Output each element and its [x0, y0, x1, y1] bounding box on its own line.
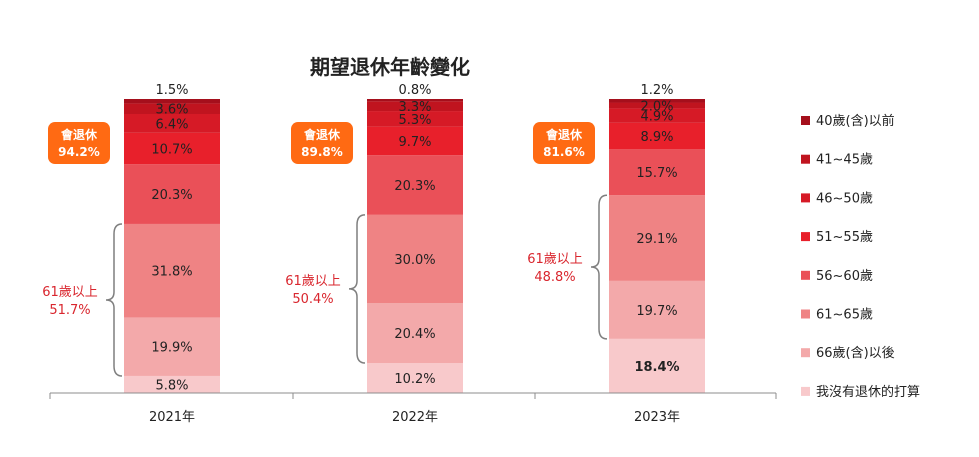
legend-entry: 我沒有退休的打算 — [816, 384, 920, 400]
data-label: 3.6% — [155, 103, 188, 118]
data-label: 20.3% — [394, 179, 435, 194]
data-label: 19.9% — [151, 341, 192, 356]
data-label: 0.8% — [398, 83, 431, 98]
group-bracket-value: 48.8% — [534, 270, 575, 285]
retire-callout-value: 89.8% — [301, 145, 343, 159]
retire-callout-box — [533, 122, 595, 164]
bar-segment — [367, 214, 463, 304]
bar-segment — [124, 103, 220, 114]
data-label: 1.5% — [155, 83, 188, 98]
bar-segment — [367, 99, 463, 102]
bar-segment — [609, 195, 705, 281]
bar-segment — [609, 122, 705, 150]
data-label: 5.3% — [398, 113, 431, 128]
bar-segment — [367, 101, 463, 112]
legend-entry: 40歲(含)以前 — [816, 113, 895, 129]
bar-segment — [609, 338, 705, 393]
bar-segment — [124, 99, 220, 104]
bar-segment — [124, 317, 220, 376]
group-bracket-label: 61歲以上 — [527, 252, 583, 267]
group-bracket-value: 51.7% — [49, 303, 90, 318]
data-label: 6.4% — [155, 117, 188, 132]
group-bracket-label: 61歲以上 — [285, 274, 341, 289]
callouts-layer: 會退休 94.2% 會退休 89.8% 會退休 81.6% — [48, 122, 595, 164]
retire-callout-label: 會退休 — [304, 127, 341, 142]
legend-entry: 46~50歲 — [816, 191, 873, 206]
brackets-layer: 61歲以上 51.7% 61歲以上 50.4% 61歲以上 48.8% — [42, 194, 608, 377]
data-label: 3.3% — [398, 100, 431, 115]
legend-swatch — [801, 348, 810, 358]
retire-callout-label: 會退休 — [546, 127, 583, 142]
legend-swatch — [801, 386, 810, 396]
legend-swatch — [801, 309, 810, 319]
group-bracket — [590, 194, 608, 340]
bar-segment — [367, 155, 463, 215]
legend: 40歲(含)以前 41~45歲 46~50歲 51~55歲 56~60歲 61~65歲 66… — [801, 113, 920, 400]
legend-swatch — [801, 154, 810, 164]
data-label: 10.7% — [151, 143, 192, 158]
bar-segment — [124, 223, 220, 318]
data-label: 19.7% — [636, 304, 677, 319]
bar-segment — [124, 132, 220, 165]
legend-entry: 41~45歲 — [816, 153, 873, 168]
data-label: 15.7% — [636, 166, 677, 181]
group-bracket-label: 61歲以上 — [42, 285, 98, 300]
data-label: 29.1% — [636, 232, 677, 247]
legend-swatch — [801, 116, 810, 125]
bar-segment — [367, 363, 463, 393]
legend-entry: 66歲(含)以後 — [816, 345, 895, 361]
bar-segment — [367, 303, 463, 364]
x-tick-label: 2023年 — [634, 410, 680, 425]
legend-entry: 61~65歲 — [816, 308, 873, 323]
legend-swatch — [801, 232, 810, 242]
retire-callout-value: 94.2% — [58, 145, 100, 159]
legend-swatch — [801, 270, 810, 280]
group-bracket — [348, 214, 366, 364]
bar-segment — [124, 375, 220, 393]
retire-callout-value: 81.6% — [543, 145, 585, 159]
data-label: 1.2% — [640, 83, 673, 98]
data-label: 2.0% — [640, 99, 673, 114]
bar-segment — [367, 126, 463, 156]
bar-segment — [609, 102, 705, 109]
bar-segment — [609, 280, 705, 339]
bar-segment — [609, 99, 705, 103]
x-tick-label: 2022年 — [392, 410, 438, 425]
data-label: 5.8% — [155, 378, 188, 393]
data-label: 31.8% — [151, 265, 192, 280]
data-label: 30.0% — [394, 253, 435, 268]
legend-swatch — [801, 193, 810, 203]
group-bracket — [105, 223, 123, 377]
retire-callout-box — [48, 122, 110, 164]
bar-segment — [124, 113, 220, 133]
data-label: 8.9% — [640, 130, 673, 145]
data-label: 20.3% — [151, 188, 192, 203]
data-label: 18.4% — [634, 360, 679, 375]
bars-layer: 1.5% 3.6%6.4% 10.7% 20.3% 31.8% 19.9% 5.8% 0.8%… — [124, 83, 705, 393]
group-bracket-value: 50.4% — [292, 292, 333, 307]
bar-segment — [124, 164, 220, 224]
data-label: 20.4% — [394, 327, 435, 342]
data-label: 4.9% — [640, 110, 673, 125]
chart-title: 期望退休年齡變化 — [310, 55, 470, 79]
data-label: 9.7% — [398, 135, 431, 150]
retire-callout-label: 會退休 — [61, 127, 98, 142]
bar-segment — [609, 149, 705, 196]
bar-segment — [367, 111, 463, 127]
x-tick-label: 2021年 — [149, 410, 195, 425]
retire-callout-box — [291, 122, 353, 164]
bar-segment — [609, 108, 705, 123]
data-label: 10.2% — [394, 372, 435, 387]
x-axis: 2021年 2022年 2023年 — [49, 392, 777, 425]
legend-entry: 51~55歲 — [816, 230, 873, 245]
legend-entry: 56~60歲 — [816, 269, 873, 284]
